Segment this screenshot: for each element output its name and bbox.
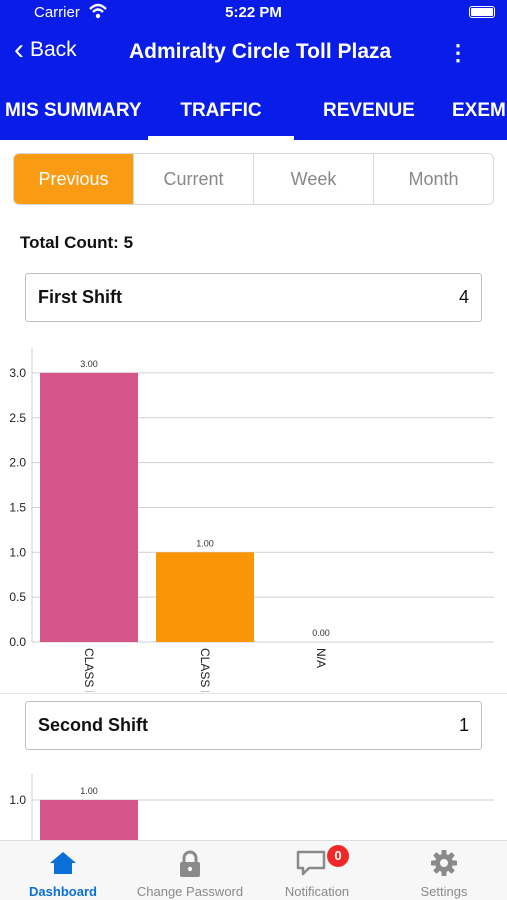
segment-previous[interactable]: Previous — [14, 154, 133, 204]
bar-value-label: 1.00 — [196, 538, 214, 548]
tab-mis-summary[interactable]: MIS SUMMARY — [5, 100, 142, 121]
total-count: Total Count: 5 — [20, 233, 133, 253]
more-vertical-icon[interactable]: ⋮ — [447, 40, 469, 65]
total-count-label: Total Count: — [20, 233, 119, 252]
first-shift-bar-chart: 0.0 0.5 1.0 1.5 2.0 2.5 3.0 3.00 CLASS I 1.00 CLAS… — [9, 348, 494, 692]
home-icon — [50, 852, 76, 874]
notification-badge: 0 — [327, 845, 349, 867]
x-category-label: CLASS II — [198, 648, 212, 692]
nav-settings[interactable]: Settings — [381, 841, 507, 900]
segment-month[interactable]: Month — [373, 154, 493, 204]
y-tick-label: 1.5 — [9, 500, 26, 514]
status-bar: Carrier 5:22 PM — [0, 0, 507, 26]
x-category-label: CLASS I — [82, 648, 96, 692]
top-app-bar: Carrier 5:22 PM ‹ Back Admiralty Circle … — [0, 0, 507, 140]
x-category-label: N/A — [314, 648, 328, 668]
bar-value-label: 1.00 — [80, 786, 98, 796]
chat-icon — [296, 850, 326, 876]
nav-label: Notification — [284, 884, 350, 899]
y-tick-label: 2.5 — [9, 411, 26, 425]
y-tick-label: 1.0 — [9, 545, 26, 559]
nav-notification[interactable]: 0 Notification — [254, 841, 380, 900]
tab-bar: MIS SUMMARY TRAFFIC REVENUE EXEMPT — [0, 88, 507, 140]
back-button[interactable]: ‹ Back — [14, 33, 77, 66]
shift-card-second[interactable]: Second Shift 1 — [25, 701, 482, 750]
y-tick-label: 0.0 — [9, 635, 26, 649]
segment-current[interactable]: Current — [133, 154, 253, 204]
total-count-value: 5 — [123, 233, 134, 252]
shift-card-first[interactable]: First Shift 4 — [25, 273, 482, 322]
y-tick-label: 2.0 — [9, 456, 26, 470]
nav-label: Change Password — [136, 884, 244, 899]
wifi-icon — [89, 3, 107, 19]
nav-label: Dashboard — [29, 884, 97, 899]
bar-value-label: 3.00 — [80, 359, 98, 369]
period-segmented-control: Previous Current Week Month — [13, 153, 494, 205]
tab-revenue[interactable]: REVENUE — [323, 100, 415, 121]
bar — [156, 552, 254, 642]
status-time: 5:22 PM — [225, 4, 282, 21]
nav-change-password[interactable]: Change Password — [127, 841, 253, 900]
bottom-nav: Dashboard Change Password 0 Notification — [0, 840, 507, 900]
bar — [40, 800, 138, 840]
shift-name: Second Shift — [38, 715, 149, 735]
battery-icon — [469, 6, 495, 18]
tab-exempt[interactable]: EXEMPT — [452, 100, 507, 121]
carrier-label: Carrier — [34, 4, 80, 21]
back-label: Back — [30, 38, 77, 61]
nav-row: ‹ Back Admiralty Circle Toll Plaza ⋮ — [0, 28, 507, 78]
bar — [40, 372, 138, 642]
chevron-left-icon: ‹ — [14, 33, 24, 66]
nav-label: Settings — [420, 884, 468, 899]
page-title: Admiralty Circle Toll Plaza — [129, 40, 392, 63]
shift-count: 1 — [458, 715, 469, 735]
y-tick-label: 3.0 — [9, 366, 26, 380]
nav-dashboard[interactable]: Dashboard — [0, 841, 126, 900]
gear-icon — [431, 850, 457, 876]
tab-traffic[interactable]: TRAFFIC — [148, 88, 294, 140]
second-shift-bar-chart: 1.0 1.00 — [9, 774, 494, 840]
y-tick-label: 0.5 — [9, 590, 26, 604]
segment-week[interactable]: Week — [253, 154, 373, 204]
y-tick-label: 1.0 — [9, 793, 26, 807]
divider — [0, 693, 507, 694]
shift-name: First Shift — [38, 287, 122, 307]
bar-value-label: 0.00 — [312, 628, 330, 638]
shift-count: 4 — [458, 287, 469, 307]
lock-icon — [180, 850, 200, 877]
